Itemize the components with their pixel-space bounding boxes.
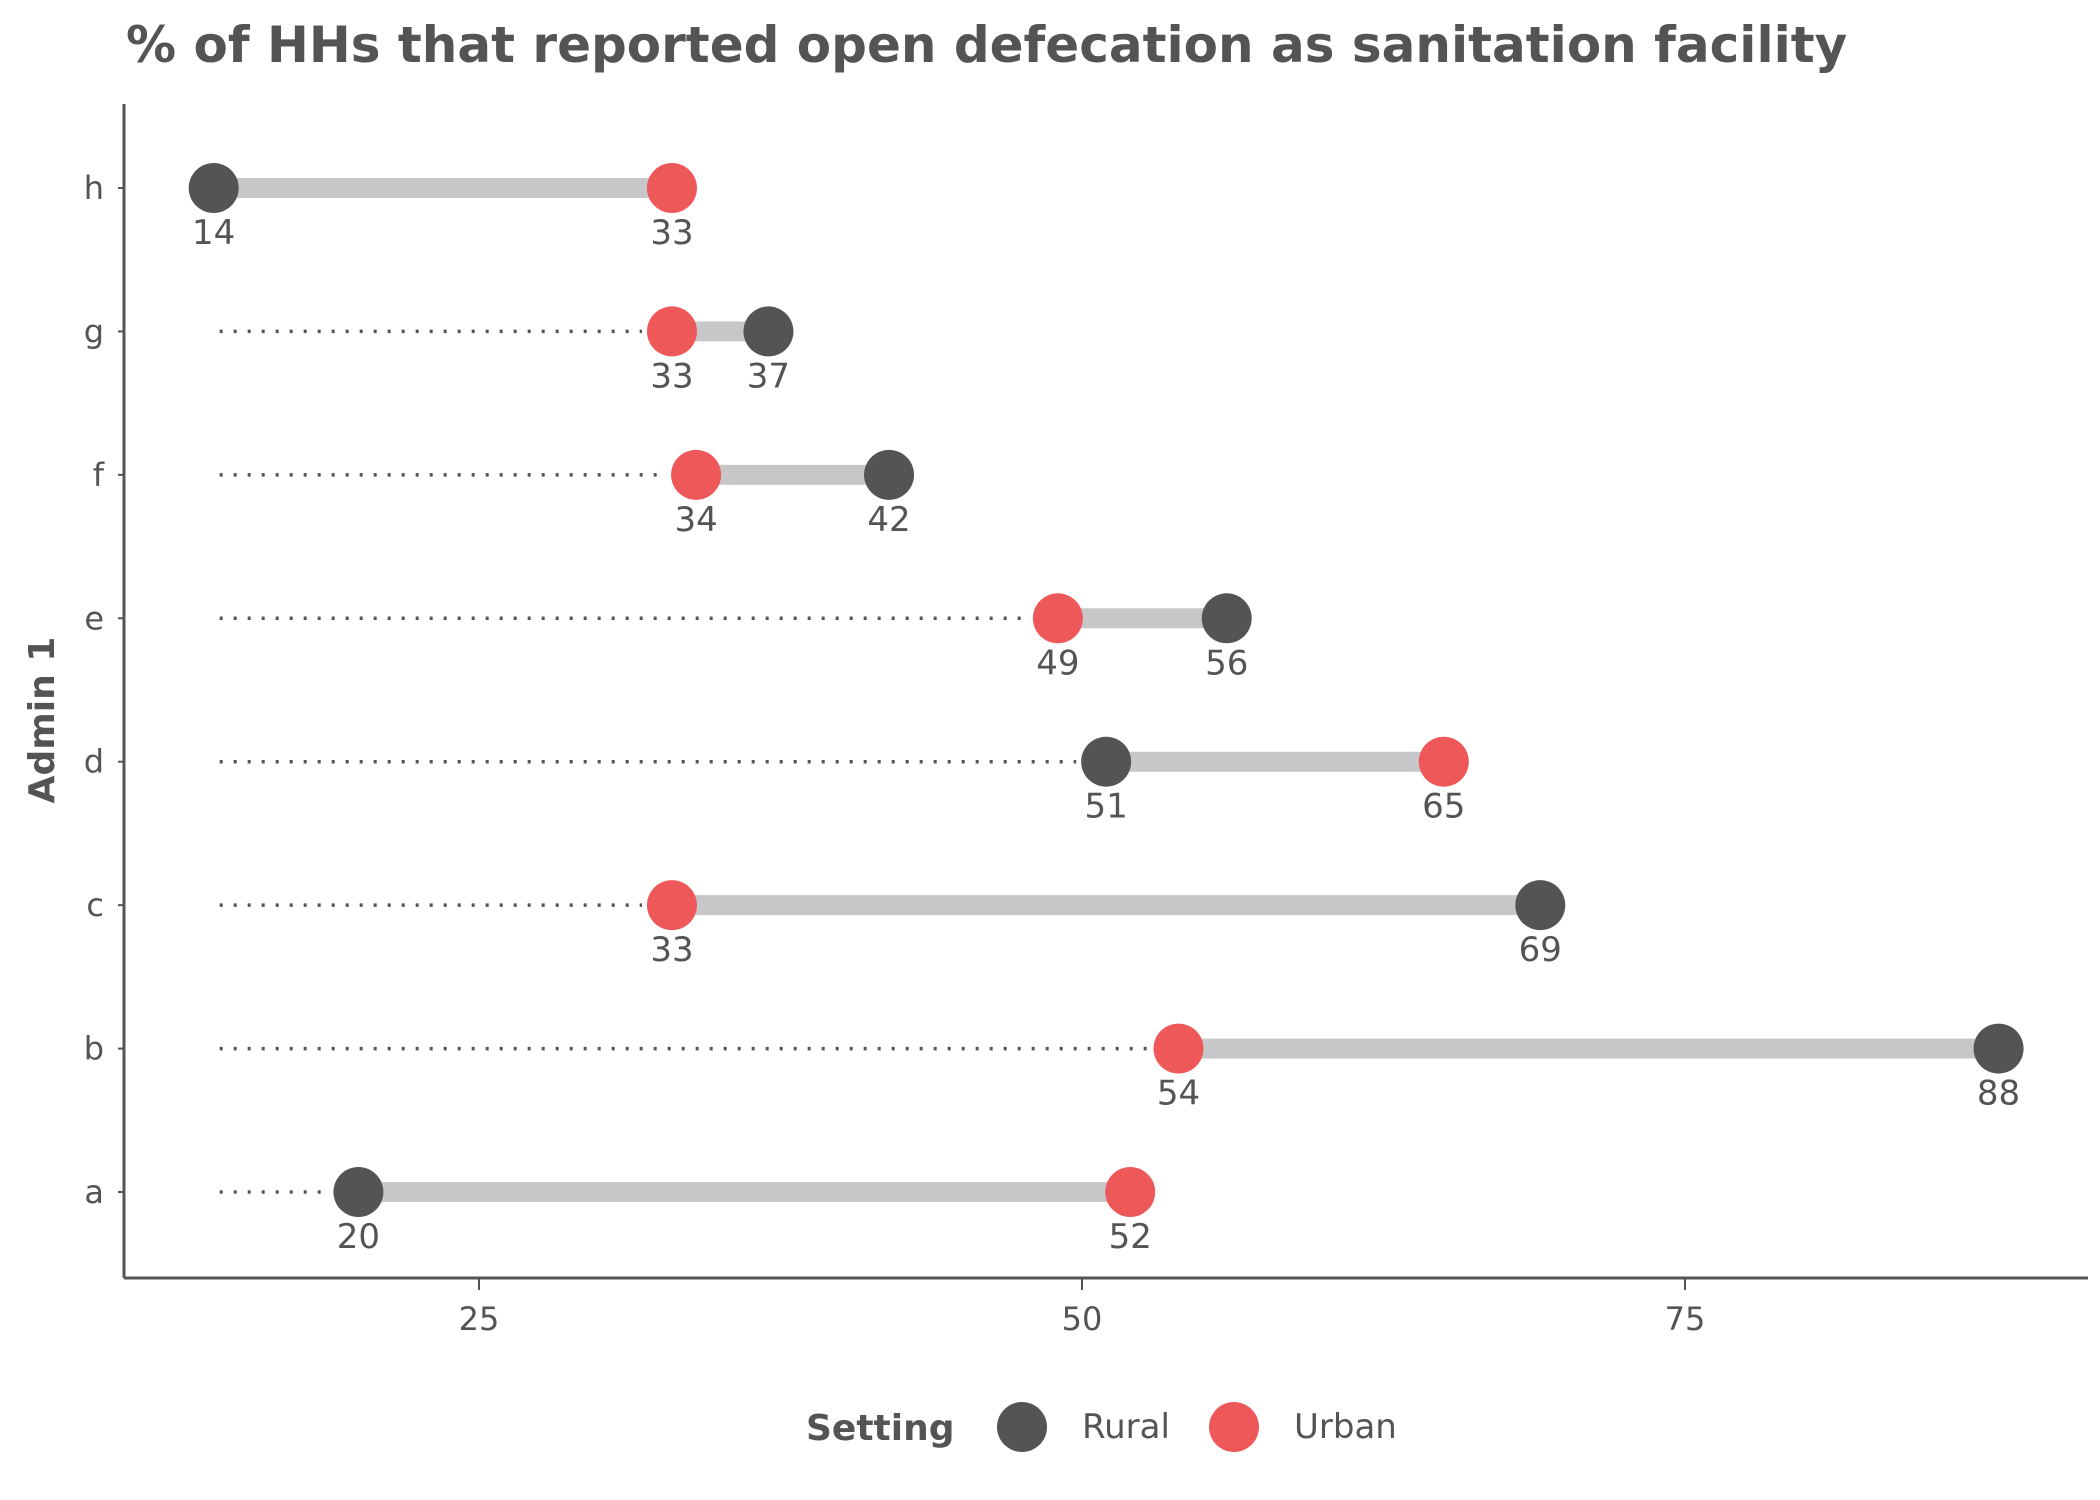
y-tick-label: h xyxy=(84,169,104,207)
rural-value-label: 42 xyxy=(867,500,910,540)
rural-point xyxy=(743,306,794,357)
legend-title: Setting xyxy=(806,1408,955,1449)
rural-point xyxy=(188,163,239,213)
x-tick-label: 25 xyxy=(459,1300,500,1338)
rural-point xyxy=(1201,593,1252,644)
y-tick-label: e xyxy=(84,599,104,637)
urban-point xyxy=(1032,593,1083,644)
y-axis-title: Admin 1 xyxy=(22,637,63,804)
urban-value-label: 33 xyxy=(650,213,693,253)
urban-value-label: 33 xyxy=(650,930,693,970)
rural-point xyxy=(1515,880,1566,931)
urban-point xyxy=(1153,1023,1204,1074)
urban-point xyxy=(646,880,697,931)
x-tick-label: 75 xyxy=(1665,1300,1706,1338)
y-tick-label: g xyxy=(84,312,104,350)
urban-value-label: 49 xyxy=(1036,643,1079,683)
rural-value-label: 51 xyxy=(1084,787,1127,827)
rural-value-label: 69 xyxy=(1519,930,1562,970)
rural-value-label: 37 xyxy=(747,356,790,396)
urban-value-label: 52 xyxy=(1109,1217,1152,1257)
legend-urban-swatch xyxy=(1209,1402,1259,1452)
y-tick-label: a xyxy=(84,1173,104,1211)
legend: Setting Rural Urban xyxy=(806,1402,1397,1452)
urban-value-label: 54 xyxy=(1157,1074,1200,1114)
y-tick-label: d xyxy=(84,743,104,781)
rural-value-label: 56 xyxy=(1205,643,1248,683)
rural-point xyxy=(333,1167,384,1217)
urban-point xyxy=(1418,736,1469,787)
urban-point xyxy=(1105,1167,1156,1217)
y-tick-label: f xyxy=(93,456,105,494)
chart-title: % of HHs that reported open defecation a… xyxy=(126,16,1847,74)
y-tick-label: b xyxy=(84,1030,104,1068)
rural-value-label: 88 xyxy=(1977,1074,2020,1114)
rural-point xyxy=(1973,1023,2024,1074)
urban-point xyxy=(646,306,697,357)
plot-area: 25 50 75 a 20 52 b 88 54 c 69 33 d 51 65 e 56 49 f 42 34 g 37 3… xyxy=(84,104,2088,1338)
legend-urban-label: Urban xyxy=(1294,1407,1397,1447)
rural-value-label: 14 xyxy=(192,213,235,253)
rural-value-label: 20 xyxy=(337,1217,380,1257)
y-tick-label: c xyxy=(86,886,104,924)
urban-point xyxy=(671,449,722,500)
x-tick-label: 50 xyxy=(1062,1300,1103,1338)
legend-rural-swatch xyxy=(997,1402,1047,1452)
urban-value-label: 65 xyxy=(1422,787,1465,827)
legend-rural-label: Rural xyxy=(1082,1407,1170,1447)
rural-point xyxy=(864,449,915,500)
rural-point xyxy=(1081,736,1132,787)
urban-value-label: 34 xyxy=(674,500,717,540)
urban-value-label: 33 xyxy=(650,356,693,396)
urban-point xyxy=(646,163,697,213)
